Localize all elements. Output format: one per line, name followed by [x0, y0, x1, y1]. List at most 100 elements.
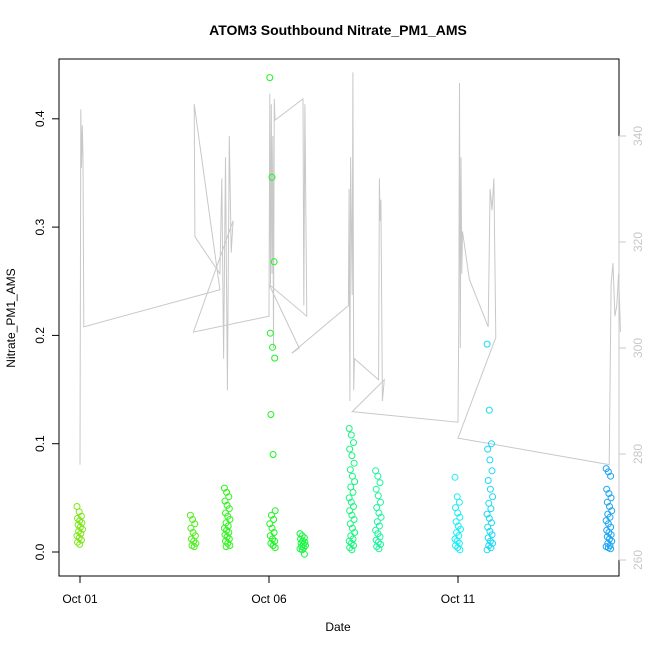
- y-tick-label: 0.2: [33, 327, 47, 344]
- data-point: [485, 406, 493, 414]
- data-point: [74, 514, 81, 522]
- data-point: [220, 524, 228, 532]
- data-point: [268, 173, 276, 181]
- data-point: [483, 510, 491, 518]
- y-axis: 0.0 0.1 0.2 0.3 0.4: [33, 110, 60, 560]
- data-point: [75, 534, 83, 542]
- data-point: [451, 473, 459, 481]
- data-point: [455, 498, 463, 506]
- data-point: [266, 74, 274, 82]
- secondary-trace-layer: [79, 72, 621, 466]
- data-point: [373, 543, 381, 551]
- data-point: [75, 508, 83, 516]
- data-point: [488, 440, 495, 448]
- secondary-trace-line: [79, 72, 621, 466]
- data-point: [484, 477, 492, 484]
- data-point: [451, 535, 459, 543]
- data-point: [488, 467, 496, 475]
- data-point: [487, 544, 495, 552]
- data-point: [223, 533, 231, 541]
- data-point: [350, 542, 357, 549]
- data-point: [346, 466, 354, 474]
- data-point: [191, 520, 199, 528]
- data-point: [454, 509, 462, 517]
- data-point: [377, 540, 384, 548]
- data-point: [607, 531, 615, 539]
- data-point: [347, 498, 355, 506]
- data-point: [487, 505, 495, 513]
- data-point: [222, 537, 229, 545]
- data-point: [271, 354, 279, 362]
- data-point: [76, 517, 84, 525]
- data-point: [455, 539, 463, 547]
- data-point: [79, 525, 86, 533]
- data-point: [271, 544, 279, 552]
- data-point: [603, 498, 611, 506]
- data-point: [267, 511, 275, 519]
- data-point: [488, 519, 495, 527]
- data-point: [348, 524, 356, 532]
- data-point: [454, 544, 462, 552]
- x-tick-label: Oct 06: [251, 592, 287, 606]
- data-point: [603, 526, 611, 534]
- data-point: [453, 537, 461, 545]
- data-point: [223, 488, 231, 496]
- data-point: [267, 411, 275, 418]
- data-point: [372, 485, 380, 493]
- data-point: [223, 526, 231, 534]
- data-point: [269, 535, 276, 543]
- y-tick-label: 0.4: [33, 110, 47, 127]
- data-point: [350, 439, 357, 447]
- data-point: [483, 546, 491, 554]
- data-point: [225, 505, 233, 513]
- data-point: [452, 518, 460, 526]
- y-tick-label: 0.3: [33, 218, 47, 235]
- data-point: [77, 536, 85, 544]
- data-point: [297, 535, 305, 543]
- chart-title: ATOM3 Southbound Nitrate_PM1_AMS: [209, 22, 467, 38]
- data-point: [347, 539, 355, 547]
- data-point: [486, 456, 494, 464]
- data-point: [375, 545, 383, 553]
- data-point: [296, 530, 304, 538]
- y2-tick-label: 340: [631, 126, 645, 146]
- data-point: [300, 550, 308, 558]
- data-point: [606, 535, 613, 543]
- data-point: [452, 542, 459, 549]
- data-point: [192, 539, 200, 547]
- data-point: [374, 492, 382, 500]
- data-point: [220, 484, 228, 492]
- data-point: [606, 542, 614, 549]
- y2-tick-label: 280: [631, 444, 645, 464]
- data-point: [348, 511, 356, 519]
- data-point: [267, 539, 275, 547]
- y2-tick-label: 320: [631, 232, 645, 252]
- data-point: [225, 535, 233, 543]
- y2-tick-label: 300: [631, 338, 645, 358]
- data-point: [226, 542, 234, 549]
- data-point: [374, 538, 382, 546]
- data-point: [607, 494, 615, 502]
- data-point: [376, 479, 384, 487]
- data-point: [225, 493, 233, 501]
- data-point: [603, 485, 611, 493]
- data-point: [607, 472, 615, 480]
- data-point: [270, 516, 278, 523]
- data-point: [300, 534, 308, 542]
- data-point: [375, 509, 383, 517]
- data-point: [349, 535, 357, 543]
- data-point: [485, 514, 493, 522]
- data-point: [74, 538, 81, 546]
- data-point: [484, 523, 492, 531]
- data-point: [456, 513, 464, 521]
- x-axis-label: Date: [325, 620, 351, 634]
- data-point: [74, 521, 82, 529]
- data-point: [76, 540, 84, 548]
- data-point: [346, 544, 354, 552]
- data-point: [607, 545, 615, 553]
- data-point: [483, 340, 491, 348]
- data-point: [77, 530, 85, 538]
- data-point: [78, 519, 86, 527]
- data-point: [345, 537, 353, 545]
